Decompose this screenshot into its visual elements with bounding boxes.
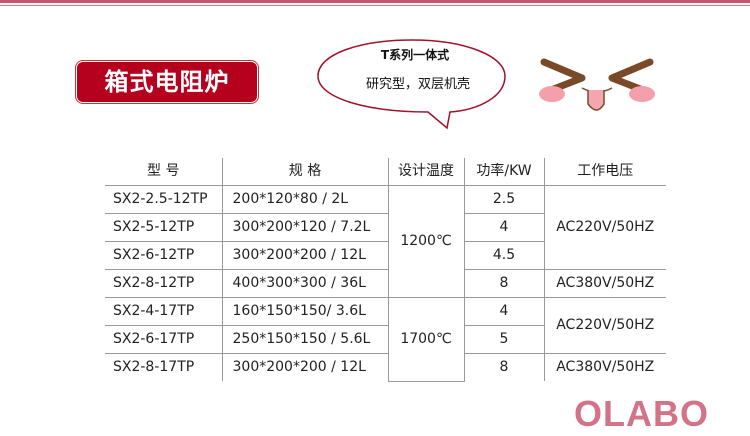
cell-spec: 250*150*150 / 5.6L (221, 325, 388, 354)
header-power: 功率/KW (463, 158, 544, 186)
cell-spec: 300*200*120 / 7.2L (221, 213, 388, 242)
speech-bubble (317, 39, 506, 130)
cell-spec: 400*300*300 / 36L (221, 269, 388, 298)
table-row: SX2-4-17TP 160*150*150/ 3.6L 1700℃ 4 AC2… (105, 297, 666, 382)
cell-model: SX2-4-17TP (105, 297, 222, 326)
brand-logo: OLABO (574, 393, 709, 434)
bubble-line-2: 研究型，双层机壳 (365, 77, 470, 92)
emoticon-face-icon (539, 58, 655, 111)
cell-model: SX2-8-17TP (113, 359, 195, 376)
cell-power: 2.5 (463, 185, 544, 214)
table-row: SX2-6-12TP 300*200*200 / 12L 4.5 (105, 241, 666, 270)
cell-power: 8 (463, 353, 544, 381)
table-row: SX2-5-12TP 300*200*120 / 7.2L 4 (105, 213, 666, 242)
cell-temp: 1200℃ (387, 185, 464, 298)
cell-power: 4 (463, 213, 544, 242)
cell-power: 5 (463, 325, 544, 354)
table-row: SX2-6-17TP 250*150*150 / 5.6L 5 (105, 325, 666, 354)
cell-spec: 200*120*80 / 2L (221, 185, 388, 214)
cell-spec: 300*200*200 / 12L (221, 353, 388, 381)
top-border (0, 0, 750, 3)
header-temp: 设计温度 (387, 158, 464, 186)
table-header: 型 号 规 格 设计温度 功率/KW 工作电压 (105, 158, 666, 186)
table-row: SX2-8-17TP 300*200*200 / 12L 8 AC380V/50… (105, 353, 666, 381)
header-voltage: 工作电压 (543, 158, 666, 186)
header-spec: 规 格 (221, 158, 388, 186)
cell-model: SX2-6-12TP (105, 241, 222, 270)
cell-temp: 1700℃ (387, 297, 464, 382)
cell-power: 4.5 (463, 241, 544, 270)
cell-spec: 160*150*150/ 3.6L (221, 297, 388, 326)
cell-power: 4 (463, 297, 544, 326)
cell-model: SX2-8-12TP (105, 269, 222, 298)
top-border-thin (0, 5, 750, 6)
table-row: SX2-2.5-12TP 200*120*80 / 2L 1200℃ 2.5 A… (105, 185, 666, 298)
cell-voltage: AC220V/50HZ (543, 297, 666, 354)
spec-table: 型 号 规 格 设计温度 功率/KW 工作电压 SX2-2.5-12TP 200… (105, 158, 666, 382)
cell-voltage: AC380V/50HZ (543, 269, 666, 298)
header-model: 型 号 (105, 158, 222, 186)
page-title: 箱式电阻炉 (77, 62, 257, 102)
cell-model: SX2-5-12TP (105, 213, 222, 242)
table-row: SX2-8-12TP 400*300*300 / 36L 8 AC380V/50… (105, 269, 666, 298)
bubble-line-1: T系列一体式 (380, 48, 450, 62)
cell-voltage: AC380V/50HZ (543, 353, 666, 381)
cell-spec: 300*200*200 / 12L (221, 241, 388, 270)
cell-model: SX2-2.5-12TP (105, 185, 222, 214)
cell-voltage: AC220V/50HZ (543, 185, 666, 270)
cell-model: SX2-6-17TP (105, 325, 222, 354)
cell-power: 8 (463, 269, 544, 298)
